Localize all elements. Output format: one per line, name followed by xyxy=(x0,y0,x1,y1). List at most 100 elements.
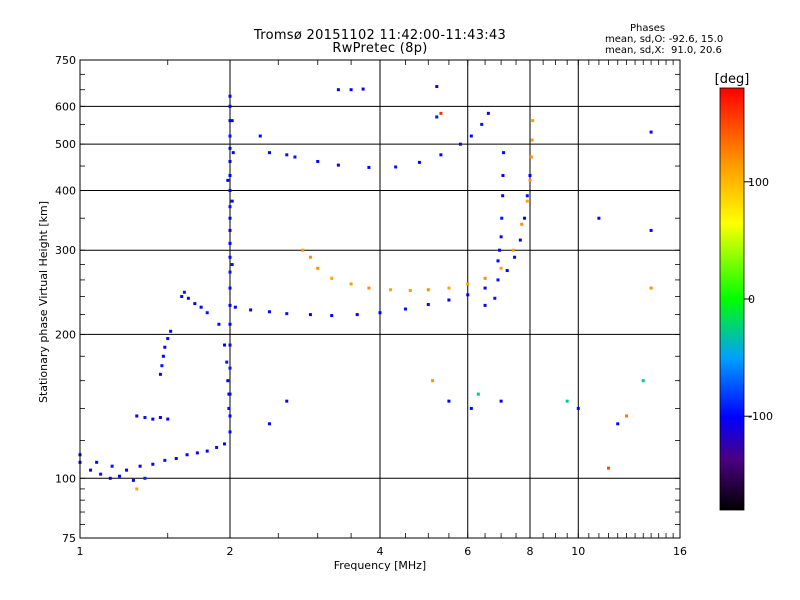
data-point xyxy=(486,111,490,115)
data-point xyxy=(285,153,289,157)
data-point xyxy=(228,188,232,192)
data-point xyxy=(228,343,232,347)
data-point xyxy=(435,115,439,119)
data-point xyxy=(499,399,503,403)
data-point xyxy=(231,151,235,155)
data-point xyxy=(447,286,451,290)
data-point xyxy=(447,298,451,302)
data-point xyxy=(505,269,509,273)
y-tick-label: 750 xyxy=(55,54,76,67)
data-point xyxy=(186,296,190,300)
data-point xyxy=(228,366,232,370)
data-point xyxy=(500,216,504,220)
data-point xyxy=(228,430,232,434)
data-point xyxy=(565,399,569,403)
y-tick-label: 400 xyxy=(55,184,76,197)
data-point xyxy=(195,451,199,455)
data-point xyxy=(513,255,517,259)
data-point xyxy=(228,205,232,209)
data-point xyxy=(267,310,271,314)
data-point xyxy=(367,165,371,169)
data-point xyxy=(607,466,611,470)
data-point xyxy=(408,289,412,293)
data-point xyxy=(493,296,497,300)
data-point xyxy=(641,379,645,383)
data-point xyxy=(649,228,653,232)
data-point xyxy=(576,406,580,410)
colorbar-unit: [deg] xyxy=(715,72,750,87)
data-point xyxy=(496,259,500,263)
y-tick-label: 600 xyxy=(55,100,76,113)
data-point xyxy=(439,153,443,157)
data-point xyxy=(308,313,312,317)
data-point xyxy=(502,151,506,155)
data-point xyxy=(394,165,398,169)
data-point xyxy=(227,406,231,410)
data-point xyxy=(525,194,529,198)
data-point xyxy=(138,464,142,468)
data-point xyxy=(499,266,503,270)
data-point xyxy=(225,360,229,364)
data-point xyxy=(117,474,121,478)
data-point xyxy=(163,458,167,462)
data-point xyxy=(228,270,232,274)
data-point xyxy=(174,456,178,460)
y-axis-label: Stationary phase Virtual Height [km] xyxy=(37,201,50,403)
data-point xyxy=(480,122,484,126)
data-point xyxy=(285,399,289,403)
data-point xyxy=(233,305,237,309)
data-point xyxy=(466,293,470,297)
y-tick-label: 500 xyxy=(55,138,76,151)
data-point xyxy=(518,238,522,242)
x-tick-label: 8 xyxy=(527,545,534,558)
y-tick-label: 200 xyxy=(55,328,76,341)
data-point xyxy=(523,216,527,220)
data-point xyxy=(426,288,430,292)
data-point xyxy=(230,119,234,123)
data-point xyxy=(499,235,503,239)
data-point xyxy=(158,416,162,420)
x-tick-label: 6 xyxy=(464,545,471,558)
data-point xyxy=(230,263,234,267)
data-point xyxy=(193,302,197,306)
data-point xyxy=(403,307,407,311)
data-point xyxy=(301,248,305,252)
data-point xyxy=(483,276,487,280)
data-point xyxy=(498,248,502,252)
data-point xyxy=(160,364,164,368)
data-point xyxy=(108,476,112,480)
data-point xyxy=(308,255,312,259)
phases-heading: Phases xyxy=(630,23,666,34)
data-point xyxy=(163,345,167,349)
data-point xyxy=(649,130,653,134)
data-point xyxy=(349,282,353,286)
data-point xyxy=(151,462,155,466)
data-point xyxy=(649,286,653,290)
data-point xyxy=(180,295,184,299)
data-point xyxy=(185,453,189,457)
y-tick-label: 75 xyxy=(62,532,76,545)
colorbar-tick-label: -100 xyxy=(748,410,773,423)
data-point xyxy=(483,286,487,290)
data-point xyxy=(161,354,165,358)
chart-title: Tromsø 20151102 11:42:00-11:43:43 xyxy=(253,28,507,43)
data-point xyxy=(226,379,230,383)
y-tick-label: 100 xyxy=(55,472,76,485)
data-point xyxy=(99,472,103,476)
data-point xyxy=(228,414,232,418)
data-point xyxy=(458,142,462,146)
data-point xyxy=(228,173,232,177)
data-point xyxy=(531,119,535,123)
x-tick-label: 10 xyxy=(571,545,585,558)
data-point xyxy=(431,379,435,383)
data-point xyxy=(597,216,601,220)
data-point xyxy=(169,329,173,333)
x-tick-label: 16 xyxy=(673,545,687,558)
axis-ticks xyxy=(79,59,681,538)
data-point xyxy=(336,88,340,92)
data-point xyxy=(316,266,320,270)
data-point xyxy=(285,312,289,316)
data-point xyxy=(228,228,232,232)
data-point xyxy=(199,305,203,309)
